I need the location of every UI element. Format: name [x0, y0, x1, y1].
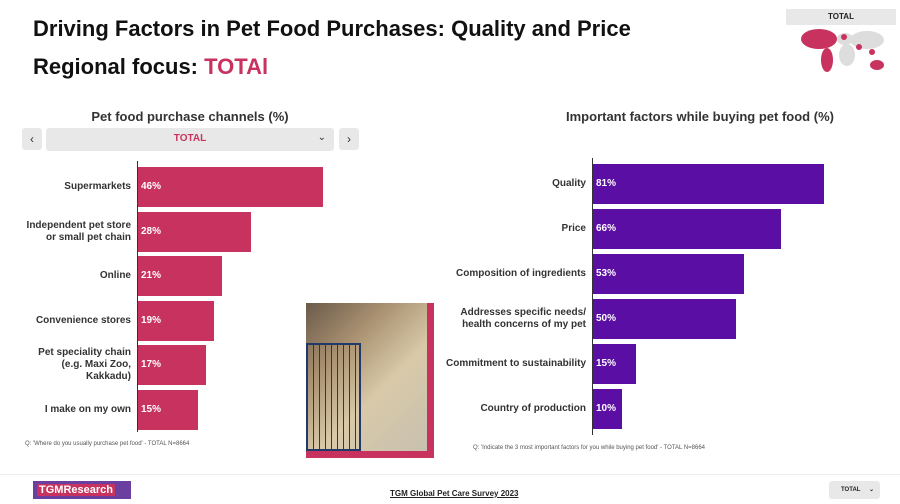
category-label: I make on my own [44, 403, 131, 415]
bar-value-label: 21% [141, 270, 162, 281]
survey-link[interactable]: TGM Global Pet Care Survey 2023 [390, 489, 519, 498]
tgm-logo: TGMResearch [33, 481, 131, 499]
bar-value-label: 28% [141, 225, 162, 237]
bar[interactable]: 10% [593, 389, 622, 429]
logo-text: TGMResearch [37, 484, 115, 496]
bar-value-label: 81% [596, 178, 617, 189]
bar-value-label: 15% [141, 403, 162, 415]
map-region-label[interactable]: TOTAL [786, 9, 896, 25]
bar[interactable]: 50% [593, 299, 736, 339]
category-label: Online [99, 270, 131, 281]
bar-value-label: 50% [596, 313, 617, 324]
bar[interactable]: 17% [138, 345, 207, 385]
regional-focus: Regional focus: TOTAl [33, 54, 268, 80]
bar-value-label: 10% [596, 403, 617, 414]
category-label: Quality [552, 178, 586, 189]
left-chart-note: Q: 'Where do you usually purchase pet fo… [25, 441, 190, 447]
left-chart-title: Pet food purchase channels (%) [91, 109, 289, 124]
category-label: Independent pet store or small pet chain [26, 219, 131, 243]
category-label: Country of production [480, 403, 586, 414]
bar-value-label: 46% [141, 181, 162, 192]
category-label: Convenience stores [35, 314, 131, 326]
category-label: Price [561, 223, 586, 234]
bar[interactable]: 66% [593, 209, 782, 249]
category-label: Addresses specific needs/ health concern… [460, 307, 586, 330]
bar-value-label: 15% [596, 358, 617, 369]
category-label: Supermarkets [64, 181, 131, 192]
right-chart-title: Important factors while buying pet food … [566, 109, 834, 124]
chevron-down-icon: ⌄ [317, 132, 326, 143]
region-select-value: TOTAL [173, 133, 207, 144]
focus-label: Regional focus: [33, 54, 199, 79]
bar[interactable]: 46% [138, 167, 323, 207]
bar[interactable]: 21% [138, 256, 223, 296]
bar-value-label: 19% [141, 314, 162, 326]
footer-select-value: TOTAL [841, 487, 861, 493]
bar[interactable]: 15% [593, 344, 636, 384]
bar[interactable]: 28% [138, 211, 251, 252]
bar[interactable]: 15% [138, 389, 199, 430]
shopping-cart-photo [306, 303, 434, 458]
footer-divider [0, 474, 900, 475]
category-label: Composition of ingredients [456, 268, 586, 279]
prev-button[interactable]: ‹ [22, 128, 42, 150]
right-chart-note: Q: 'Indicate the 3 most important factor… [473, 445, 706, 451]
page-title: Driving Factors in Pet Food Purchases: Q… [33, 16, 631, 41]
world-map[interactable] [797, 27, 889, 75]
y-axis-line [592, 158, 593, 435]
bar[interactable]: 81% [593, 164, 824, 204]
chevron-down-icon: ⌄ [868, 487, 874, 493]
next-button[interactable]: › [339, 128, 359, 150]
bar[interactable]: 19% [138, 300, 215, 341]
bar[interactable]: 53% [593, 254, 745, 294]
category-label: Pet speciality chain (e.g. Maxi Zoo, Kak… [38, 347, 131, 382]
region-select[interactable]: TOTAL ⌄ [46, 128, 334, 151]
y-axis-line [137, 161, 138, 432]
bar-value-label: 53% [596, 268, 617, 279]
bar-value-label: 17% [141, 359, 162, 370]
category-label: Commitment to sustainability [445, 358, 586, 369]
focus-value: TOTAl [204, 54, 269, 79]
bar-value-label: 66% [596, 223, 617, 234]
footer-region-select[interactable]: TOTAL ⌄ [829, 481, 880, 499]
